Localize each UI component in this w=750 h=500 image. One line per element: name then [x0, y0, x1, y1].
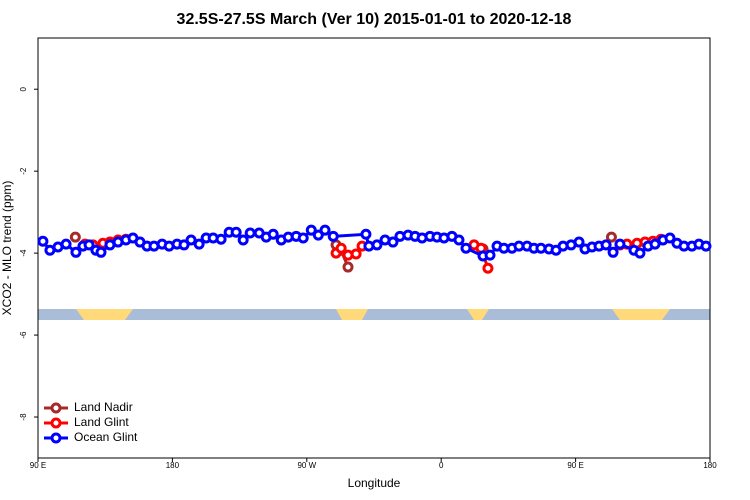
data-point — [267, 228, 279, 240]
data-point — [482, 262, 494, 274]
y-tick-label: 0 — [19, 86, 28, 91]
legend-label: Ocean Glint — [74, 430, 138, 444]
x-tick-label: 90 W — [297, 461, 316, 470]
legend-label: Land Glint — [74, 415, 129, 429]
legend-marker — [50, 417, 62, 429]
data-point — [335, 242, 347, 254]
data-point — [60, 238, 72, 250]
data-point — [634, 247, 646, 259]
data-point — [387, 236, 399, 248]
x-tick-label: 90 E — [567, 461, 583, 470]
data-point — [614, 238, 626, 250]
data-point — [484, 249, 496, 261]
data-point — [350, 248, 362, 260]
y-tick-label: -4 — [19, 249, 28, 257]
data-point — [600, 239, 612, 251]
data-point — [185, 234, 197, 246]
data-point — [37, 235, 49, 247]
data-point — [327, 230, 339, 242]
x-tick-label: 90 E — [30, 461, 46, 470]
legend-label: Land Nadir — [74, 400, 133, 414]
data-point — [460, 242, 472, 254]
data-point — [237, 234, 249, 246]
data-point — [215, 233, 227, 245]
y-tick-label: -2 — [19, 167, 28, 175]
data-point — [649, 238, 661, 250]
data-point — [342, 261, 354, 273]
legend-marker — [50, 432, 62, 444]
data-point — [700, 240, 712, 252]
x-tick-label: 0 — [439, 461, 444, 470]
data-point — [178, 239, 190, 251]
chart-title: 32.5S-27.5S March (Ver 10) 2015-01-01 to… — [177, 11, 572, 28]
data-point — [193, 238, 205, 250]
data-point — [664, 232, 676, 244]
y-axis-label: XCO2 - MLO trend (ppm) — [0, 181, 14, 316]
data-point — [305, 224, 317, 236]
data-point — [371, 239, 383, 251]
data-point — [70, 246, 82, 258]
y-tick-label: -8 — [19, 413, 28, 421]
data-point — [573, 236, 585, 248]
data-point — [605, 231, 617, 243]
map-strip — [38, 309, 710, 320]
data-point — [244, 227, 256, 239]
data-point — [297, 232, 309, 244]
data-point — [83, 239, 95, 251]
data-point — [312, 229, 324, 241]
data-point — [319, 224, 331, 236]
data-point — [360, 228, 372, 240]
y-tick-label: -6 — [19, 331, 28, 339]
x-axis-label: Longitude — [348, 476, 401, 490]
data-point — [95, 246, 107, 258]
data-point — [607, 246, 619, 258]
legend-marker — [50, 402, 62, 414]
data-point — [453, 234, 465, 246]
data-point — [69, 231, 81, 243]
x-tick-label: 180 — [166, 461, 180, 470]
data-point — [230, 226, 242, 238]
x-tick-label: 180 — [703, 461, 717, 470]
